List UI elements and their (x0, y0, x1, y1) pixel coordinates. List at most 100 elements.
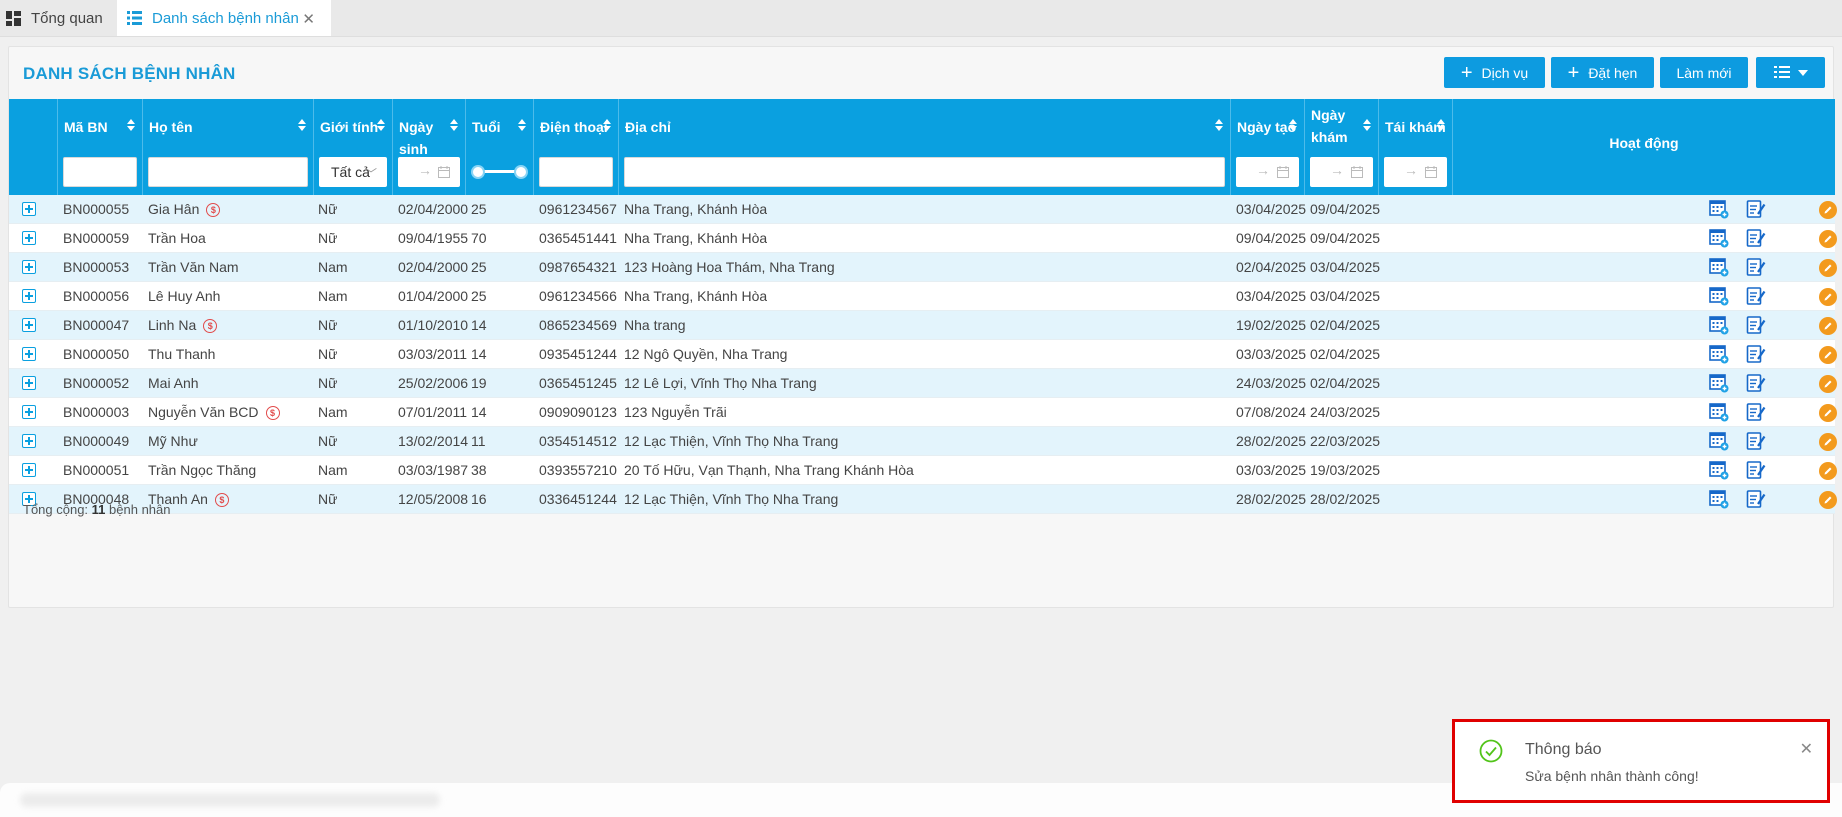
edit-icon[interactable] (1819, 317, 1837, 335)
medical-note-icon[interactable] (1746, 431, 1766, 454)
table-row[interactable]: BN000047 Linh Na $ Nữ 01/10/2010 14 0865234569… (9, 311, 1837, 340)
schedule-calendar-icon[interactable] (1709, 402, 1729, 425)
close-icon[interactable]: ✕ (1799, 741, 1813, 758)
slider-min-handle[interactable] (471, 165, 485, 179)
expand-row-icon[interactable] (22, 202, 36, 216)
view-columns-button[interactable] (1756, 57, 1825, 88)
edit-icon[interactable] (1819, 230, 1837, 248)
tab-patient-list[interactable]: Danh sách bệnh nhân ✕ (117, 0, 331, 36)
appointment-button[interactable]: + Đặt hẹn (1551, 57, 1654, 88)
created-filter-range[interactable]: → (1236, 157, 1299, 187)
expand-row-icon[interactable] (22, 376, 36, 390)
edit-icon[interactable] (1819, 404, 1837, 422)
medical-note-icon[interactable] (1746, 257, 1766, 280)
table-row[interactable]: BN000052 Mai Anh Nữ 25/02/2006 19 0365451245 1… (9, 369, 1837, 398)
table-row[interactable]: BN000059 Trần Hoa Nữ 09/04/1955 70 0365451441… (9, 224, 1837, 253)
medical-note-icon[interactable] (1746, 199, 1766, 222)
expand-row-icon[interactable] (22, 260, 36, 274)
expand-row-icon[interactable] (22, 463, 36, 477)
table-row[interactable]: BN000003 Nguyễn Văn BCD $ Nam 07/01/2011 14 09… (9, 398, 1837, 427)
edit-icon[interactable] (1819, 375, 1837, 393)
schedule-calendar-icon[interactable] (1709, 373, 1729, 396)
schedule-calendar-icon[interactable] (1709, 431, 1729, 454)
sort-icon[interactable] (1363, 116, 1371, 134)
header-gender[interactable]: Giới tính Tất cả ﹀ (314, 99, 393, 195)
age-range-slider[interactable] (471, 157, 528, 187)
header-address[interactable]: Địa chỉ (619, 99, 1231, 195)
edit-icon[interactable] (1819, 259, 1837, 277)
medical-note-icon[interactable] (1746, 489, 1766, 512)
header-code[interactable]: Mã BN (58, 99, 143, 195)
sort-icon[interactable] (1215, 116, 1223, 134)
header-age[interactable]: Tuổi (466, 99, 534, 195)
header-visit[interactable]: Ngày khám → (1305, 99, 1379, 195)
header-dob[interactable]: Ngày sinh → (393, 99, 466, 195)
schedule-calendar-icon[interactable] (1709, 199, 1729, 222)
cell-phone-text: 0987654321 (539, 259, 617, 275)
close-icon[interactable]: ✕ (302, 11, 315, 28)
header-created[interactable]: Ngày tạo → (1231, 99, 1305, 195)
medical-note-icon[interactable] (1746, 402, 1766, 425)
slider-max-handle[interactable] (514, 165, 528, 179)
schedule-calendar-icon[interactable] (1709, 257, 1729, 280)
expand-row-icon[interactable] (22, 347, 36, 361)
table-row[interactable]: BN000056 Lê Huy Anh Nam 01/04/2000 25 0961234… (9, 282, 1837, 311)
sort-icon[interactable] (518, 116, 526, 134)
cell-code: BN000050 (63, 340, 129, 368)
medical-note-icon[interactable] (1746, 373, 1766, 396)
edit-icon[interactable] (1819, 201, 1837, 219)
schedule-calendar-icon[interactable] (1709, 228, 1729, 251)
header-phone[interactable]: Điện thoại (534, 99, 619, 195)
edit-icon[interactable] (1819, 491, 1837, 509)
medical-note-icon[interactable] (1746, 228, 1766, 251)
sort-icon[interactable] (450, 116, 458, 134)
medical-note-icon[interactable] (1746, 344, 1766, 367)
table-row[interactable]: BN000053 Trần Văn Nam Nam 02/04/2000 25 09876… (9, 253, 1837, 282)
edit-icon[interactable] (1819, 462, 1837, 480)
expand-row-icon[interactable] (22, 231, 36, 245)
schedule-calendar-icon[interactable] (1709, 315, 1729, 338)
refresh-button[interactable]: Làm mới (1660, 57, 1748, 88)
service-button[interactable]: + Dịch vụ (1444, 57, 1545, 88)
sort-icon[interactable] (1289, 116, 1297, 134)
header-revisit[interactable]: Tái khám → (1379, 99, 1453, 195)
schedule-calendar-icon[interactable] (1709, 460, 1729, 483)
schedule-calendar-icon[interactable] (1709, 286, 1729, 309)
schedule-calendar-icon[interactable] (1709, 489, 1729, 512)
dashboard-icon (6, 10, 21, 26)
visit-filter-range[interactable]: → (1310, 157, 1373, 187)
code-filter-input[interactable] (63, 157, 137, 187)
sort-icon[interactable] (377, 116, 385, 134)
expand-row-icon[interactable] (22, 492, 36, 506)
expand-row-icon[interactable] (22, 318, 36, 332)
dob-filter-range[interactable]: → (398, 157, 460, 187)
header-name[interactable]: Họ tên (143, 99, 314, 195)
revisit-filter-range[interactable]: → (1384, 157, 1447, 187)
tab-overview[interactable]: Tổng quan (0, 0, 116, 36)
cell-age-text: 11 (471, 433, 486, 449)
sort-icon[interactable] (298, 116, 306, 134)
phone-filter-input[interactable] (539, 157, 613, 187)
medical-note-icon[interactable] (1746, 460, 1766, 483)
edit-icon[interactable] (1819, 288, 1837, 306)
edit-icon[interactable] (1819, 433, 1837, 451)
cell-address-text: 123 Nguyễn Trãi (624, 404, 727, 420)
expand-row-icon[interactable] (22, 289, 36, 303)
sort-icon[interactable] (603, 116, 611, 134)
table-row[interactable]: BN000050 Thu Thanh Nữ 03/03/2011 14 093545124… (9, 340, 1837, 369)
name-filter-input[interactable] (148, 157, 308, 187)
table-row[interactable]: BN000049 Mỹ Như Nữ 13/02/2014 11 0354514512 12… (9, 427, 1837, 456)
expand-row-icon[interactable] (22, 434, 36, 448)
sort-icon[interactable] (1437, 116, 1445, 134)
table-row[interactable]: BN000055 Gia Hân $ Nữ 02/04/2000 25 0961234567… (9, 195, 1837, 224)
table-row[interactable]: BN000048 Thanh An $ Nữ 12/05/2008 16 033645124… (9, 485, 1837, 514)
gender-filter-select[interactable]: Tất cả ﹀ (319, 157, 387, 187)
address-filter-input[interactable] (624, 157, 1225, 187)
edit-icon[interactable] (1819, 346, 1837, 364)
schedule-calendar-icon[interactable] (1709, 344, 1729, 367)
medical-note-icon[interactable] (1746, 286, 1766, 309)
medical-note-icon[interactable] (1746, 315, 1766, 338)
expand-row-icon[interactable] (22, 405, 36, 419)
sort-icon[interactable] (127, 116, 135, 134)
table-row[interactable]: BN000051 Trần Ngọc Thăng Nam 03/03/1987 38 03… (9, 456, 1837, 485)
